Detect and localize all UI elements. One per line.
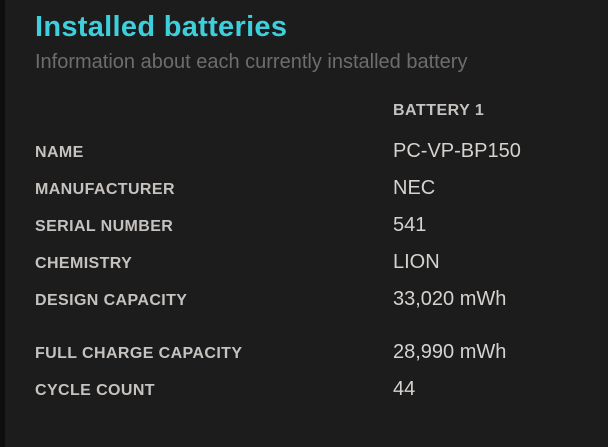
row-value: 33,020 mWh [393,288,507,310]
row-value: 541 [393,214,427,236]
row-value: 28,990 mWh [393,341,507,363]
row-label: FULL CHARGE CAPACITY [35,345,243,362]
table-row-cycle-count: CYCLE COUNT 44 [35,378,608,415]
battery-info-table: BATTERY 1 NAME PC-VP-BP150 MANUFACTURER … [35,102,608,415]
battery-column-header: BATTERY 1 [393,102,485,119]
row-value: PC-VP-BP150 [393,140,521,162]
table-row-chemistry: CHEMISTRY LION [35,251,608,288]
table-row-full-charge-capacity: FULL CHARGE CAPACITY 28,990 mWh [35,341,608,378]
row-label: DESIGN CAPACITY [35,292,188,309]
row-label: SERIAL NUMBER [35,218,174,235]
table-row-manufacturer: MANUFACTURER NEC [35,177,608,214]
page-subtitle: Information about each currently install… [35,51,468,73]
row-label: CHEMISTRY [35,255,133,272]
table-row-name: NAME PC-VP-BP150 [35,140,608,177]
table-header-row: BATTERY 1 [35,102,608,140]
page-title: Installed batteries [35,11,288,43]
row-value: LION [393,251,440,273]
row-label: CYCLE COUNT [35,382,155,399]
row-label: NAME [35,144,84,161]
row-label: MANUFACTURER [35,181,175,198]
row-value: NEC [393,177,436,199]
table-row-design-capacity: DESIGN CAPACITY 33,020 mWh [35,288,608,325]
table-row-serial-number: SERIAL NUMBER 541 [35,214,608,251]
row-value: 44 [393,378,416,400]
